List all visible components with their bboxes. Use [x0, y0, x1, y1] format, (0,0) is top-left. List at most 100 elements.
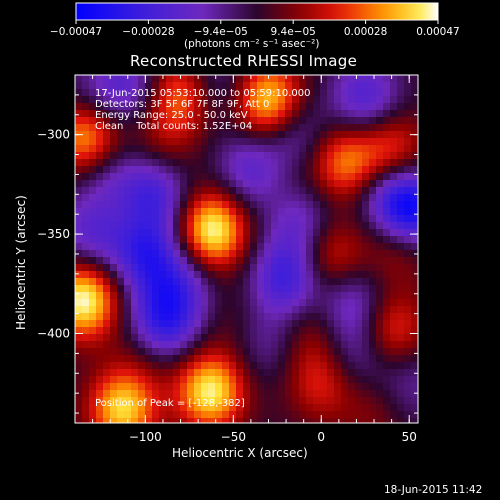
heatmap-cell — [145, 222, 152, 229]
heatmap-cell — [341, 243, 348, 250]
heatmap-cell — [82, 82, 89, 89]
heatmap-cell — [187, 229, 194, 236]
heatmap-cell — [271, 173, 278, 180]
heatmap-cell — [397, 75, 404, 82]
heatmap-cell — [292, 411, 299, 418]
heatmap-cell — [306, 131, 313, 138]
heatmap-cell — [222, 131, 229, 138]
heatmap-cell — [292, 320, 299, 327]
heatmap-cell — [131, 82, 138, 89]
heatmap-cell — [208, 355, 215, 362]
heatmap-cell — [334, 215, 341, 222]
heatmap-cell — [229, 313, 236, 320]
heatmap-cell — [313, 334, 320, 341]
heatmap-cell — [152, 194, 159, 201]
heatmap-cell — [201, 152, 208, 159]
heatmap-cell — [376, 187, 383, 194]
heatmap-cell — [390, 397, 397, 404]
heatmap-cell — [383, 89, 390, 96]
heatmap-cell — [341, 250, 348, 257]
heatmap-cell — [278, 320, 285, 327]
heatmap-cell — [292, 369, 299, 376]
heatmap-cell — [292, 222, 299, 229]
heatmap-cell — [194, 208, 201, 215]
heatmap-cell — [229, 411, 236, 418]
heatmap-cell — [299, 96, 306, 103]
heatmap-cell — [390, 110, 397, 117]
heatmap-cell — [320, 285, 327, 292]
heatmap-cell — [306, 89, 313, 96]
heatmap-cell — [376, 236, 383, 243]
heatmap-cell — [201, 187, 208, 194]
heatmap-cell — [89, 215, 96, 222]
heatmap-cell — [194, 201, 201, 208]
heatmap-cell — [341, 159, 348, 166]
heatmap-cell — [145, 124, 152, 131]
heatmap-cell — [411, 201, 418, 208]
heatmap-cell — [341, 292, 348, 299]
heatmap-cell — [166, 208, 173, 215]
heatmap-cell — [166, 159, 173, 166]
heatmap-cell — [236, 271, 243, 278]
heatmap-cell — [180, 306, 187, 313]
heatmap-cell — [334, 404, 341, 411]
heatmap-cell — [334, 306, 341, 313]
heatmap-cell — [180, 348, 187, 355]
heatmap-cell — [383, 341, 390, 348]
heatmap-cell — [383, 264, 390, 271]
heatmap-cell — [306, 320, 313, 327]
heatmap-cell — [320, 348, 327, 355]
heatmap-cell — [348, 299, 355, 306]
heatmap-cell — [278, 82, 285, 89]
heatmap-cell — [173, 264, 180, 271]
heatmap-cell — [96, 110, 103, 117]
heatmap-cell — [397, 355, 404, 362]
heatmap-cell — [229, 369, 236, 376]
heatmap-cell — [257, 110, 264, 117]
heatmap-cell — [222, 341, 229, 348]
heatmap-cell — [187, 194, 194, 201]
heatmap-cell — [327, 271, 334, 278]
heatmap-cell — [194, 187, 201, 194]
heatmap-cell — [208, 187, 215, 194]
heatmap-cell — [355, 173, 362, 180]
heatmap-cell — [152, 369, 159, 376]
heatmap-cell — [306, 201, 313, 208]
heatmap-cell — [376, 96, 383, 103]
heatmap-cell — [215, 341, 222, 348]
heatmap-cell — [131, 89, 138, 96]
heatmap-cell — [299, 82, 306, 89]
heatmap-cell — [369, 229, 376, 236]
heatmap-cell — [236, 299, 243, 306]
heatmap-cell — [278, 173, 285, 180]
heatmap-cell — [180, 180, 187, 187]
heatmap-cell — [236, 327, 243, 334]
heatmap-cell — [215, 194, 222, 201]
heatmap-cell — [285, 194, 292, 201]
heatmap-cell — [390, 180, 397, 187]
heatmap-cell — [152, 82, 159, 89]
heatmap-cell — [369, 383, 376, 390]
heatmap-cell — [138, 236, 145, 243]
heatmap-cell — [250, 215, 257, 222]
heatmap-cell — [131, 397, 138, 404]
heatmap-cell — [404, 299, 411, 306]
heatmap-cell — [334, 243, 341, 250]
heatmap-cell — [355, 285, 362, 292]
heatmap-cell — [362, 117, 369, 124]
heatmap-cell — [208, 110, 215, 117]
heatmap-cell — [264, 250, 271, 257]
heatmap-cell — [348, 271, 355, 278]
heatmap-cell — [89, 278, 96, 285]
heatmap-cell — [320, 334, 327, 341]
heatmap-cell — [229, 376, 236, 383]
heatmap-cell — [355, 222, 362, 229]
heatmap-cell — [138, 124, 145, 131]
heatmap-cell — [362, 397, 369, 404]
heatmap-cell — [138, 271, 145, 278]
heatmap-cell — [173, 320, 180, 327]
heatmap-cell — [187, 264, 194, 271]
heatmap-cell — [201, 355, 208, 362]
heatmap-cell — [75, 327, 82, 334]
heatmap-cell — [285, 250, 292, 257]
